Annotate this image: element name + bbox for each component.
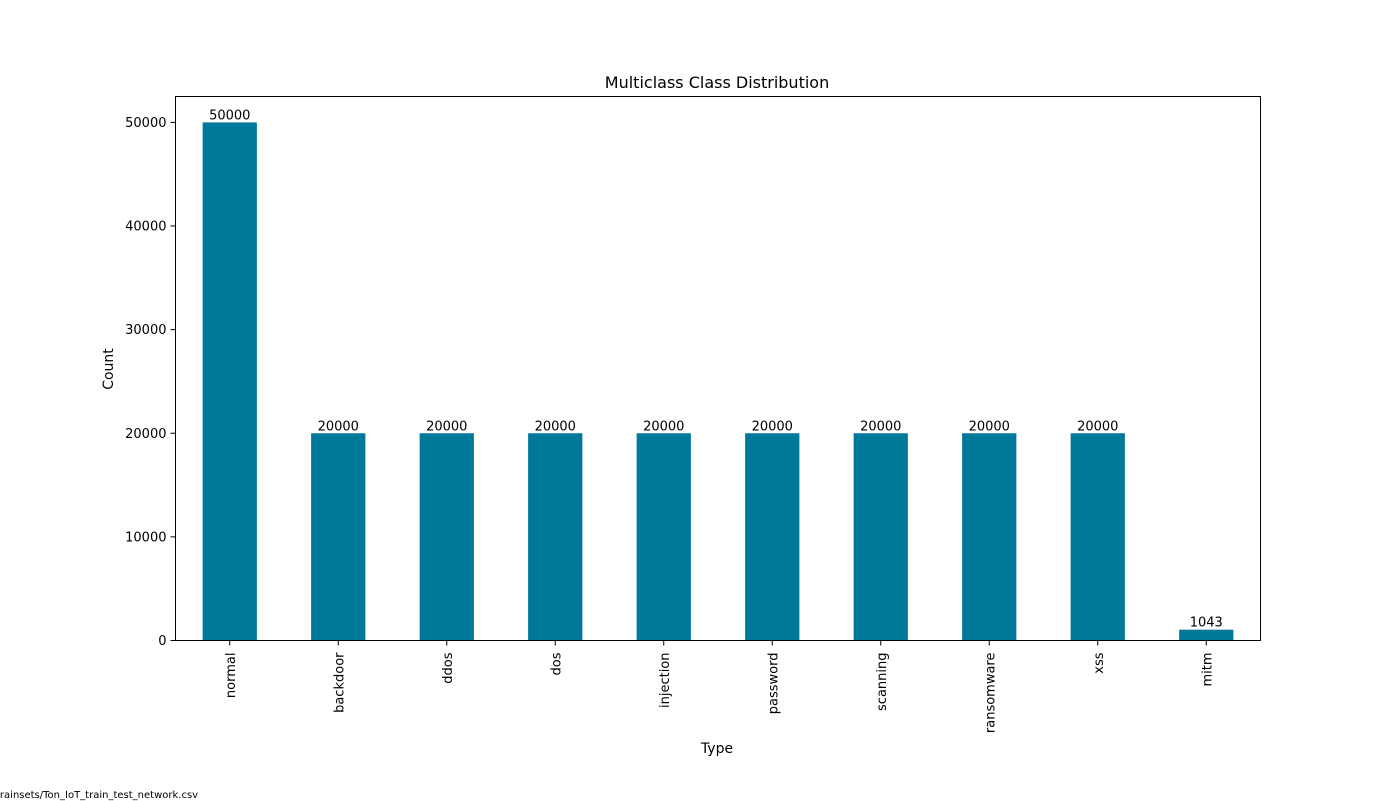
bar-xss xyxy=(1070,433,1125,641)
bar-injection xyxy=(636,433,691,641)
data-label-dos: 20000 xyxy=(535,419,576,434)
data-label-mitm: 1043 xyxy=(1190,616,1223,631)
x-tick-label-mitm: mitm xyxy=(1200,653,1215,687)
data-label-injection: 20000 xyxy=(643,419,684,434)
x-axis-label: Type xyxy=(700,741,733,757)
x-tick-label-injection: injection xyxy=(658,653,673,709)
bar-dos xyxy=(528,433,583,641)
data-label-backdoor: 20000 xyxy=(318,419,359,434)
y-axis-label: Count xyxy=(101,348,117,390)
data-label-xss: 20000 xyxy=(1077,419,1118,434)
bar-mitm xyxy=(1179,629,1234,641)
y-tick-label-40000: 40000 xyxy=(125,220,166,235)
plot-frame xyxy=(175,96,1261,641)
x-tick-label-dos: dos xyxy=(549,652,564,675)
chart-title: Multiclass Class Distribution xyxy=(605,73,829,92)
y-tick-label-50000: 50000 xyxy=(125,116,166,131)
y-tick-label-0: 0 xyxy=(158,634,166,649)
x-tick-label-password: password xyxy=(766,653,781,715)
x-tick-label-backdoor: backdoor xyxy=(332,652,347,713)
bar-ransomware xyxy=(962,433,1017,641)
bar-backdoor xyxy=(311,433,366,641)
bar-scanning xyxy=(853,433,908,641)
y-tick-label-10000: 10000 xyxy=(125,530,166,545)
y-tick-label-20000: 20000 xyxy=(125,427,166,442)
y-axis: 0 10000 20000 30000 40000 50000 xyxy=(125,116,176,649)
y-tick-label-30000: 30000 xyxy=(125,323,166,338)
x-tick-label-ddos: ddos xyxy=(441,652,456,683)
x-tick-label-ransomware: ransomware xyxy=(983,653,998,734)
x-tick-label-scanning: scanning xyxy=(875,653,890,711)
data-labels-layer: 50000 20000 20000 20000 20000 20000 20000 20000… xyxy=(209,108,1223,630)
bar-ddos xyxy=(419,433,474,641)
footer-note: trainsets/Ton_IoT_train_test_network.csv xyxy=(0,790,199,801)
bar-password xyxy=(745,433,800,641)
x-tick-label-xss: xss xyxy=(1092,652,1107,673)
x-axis: normal backdoor ddos dos injection password sc… xyxy=(224,640,1215,734)
data-label-password: 20000 xyxy=(752,419,793,434)
bar-normal xyxy=(202,122,257,641)
x-tick-label-normal: normal xyxy=(224,653,239,699)
bars-layer xyxy=(202,122,1234,641)
data-label-normal: 50000 xyxy=(209,108,250,123)
data-label-ddos: 20000 xyxy=(426,419,467,434)
data-label-scanning: 20000 xyxy=(860,419,901,434)
data-label-ransomware: 20000 xyxy=(969,419,1010,434)
